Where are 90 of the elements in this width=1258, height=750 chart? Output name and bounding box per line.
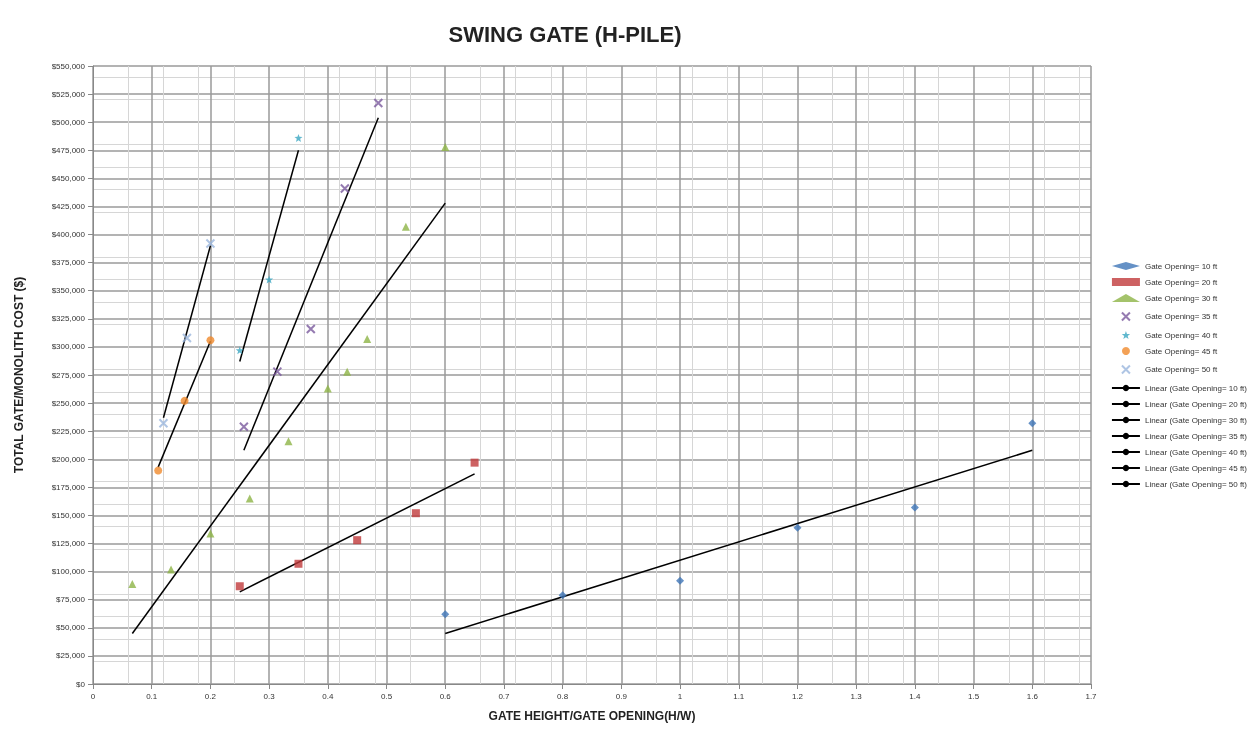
y-tick-label: $175,000 xyxy=(51,482,86,492)
x-tick-label: 0.2 xyxy=(204,691,217,701)
y-tick-label: $275,000 xyxy=(51,370,86,380)
point xyxy=(205,238,216,249)
y-tick-label: $300,000 xyxy=(51,342,86,352)
point xyxy=(441,610,450,619)
x-tick-label: 0.7 xyxy=(498,691,511,701)
y-tick-label: $325,000 xyxy=(51,314,86,324)
point xyxy=(272,366,283,377)
x-tick-label: 0.3 xyxy=(263,691,276,701)
y-tick-label: $25,000 xyxy=(56,651,86,661)
x-tick-label: 0.8 xyxy=(557,691,569,701)
legend-label: Gate Opening= 10 ft xyxy=(1144,261,1218,271)
point xyxy=(1028,419,1037,428)
y-axis-title: TOTAL GATE/MONOLITH COST ($) xyxy=(12,276,26,474)
x-tick-label: 1.2 xyxy=(791,691,804,701)
legend-label: Gate Opening= 40 ft xyxy=(1144,330,1218,340)
y-tick-label: $350,000 xyxy=(51,286,86,296)
y-tick-label: $450,000 xyxy=(51,173,86,183)
legend-label: Gate Opening= 20 ft xyxy=(1144,277,1218,287)
x-tick-label: 1.1 xyxy=(733,691,745,701)
y-tick-label: $150,000 xyxy=(51,510,86,520)
legend-label: Linear (Gate Opening= 45 ft) xyxy=(1144,463,1248,473)
y-tick-label: $525,000 xyxy=(51,89,86,99)
point xyxy=(238,421,249,432)
x-tick-label: 1.7 xyxy=(1085,691,1098,701)
legend-label: Linear (Gate Opening= 30 ft) xyxy=(1144,415,1248,425)
x-tick-label: 1.4 xyxy=(909,691,921,701)
legend-label: Gate Opening= 45 ft xyxy=(1144,346,1218,356)
point xyxy=(158,418,169,429)
y-tick-label: $100,000 xyxy=(51,567,86,577)
point xyxy=(339,183,350,194)
x-axis-title: GATE HEIGHT/GATE OPENING(H/W) xyxy=(488,709,696,723)
legend-label: Gate Opening= 30 ft xyxy=(1144,293,1218,303)
y-tick-label: $425,000 xyxy=(51,201,86,211)
point xyxy=(180,396,189,405)
point xyxy=(910,503,919,512)
chart-title: SWING GATE (H-PILE) xyxy=(448,21,682,47)
x-tick-label: 1.6 xyxy=(1026,691,1039,701)
point xyxy=(235,346,244,355)
point xyxy=(793,523,802,532)
point xyxy=(353,536,362,545)
point xyxy=(245,494,254,503)
x-tick-label: 0 xyxy=(90,691,96,701)
legend-label: Linear (Gate Opening= 50 ft) xyxy=(1144,479,1248,489)
point xyxy=(128,580,137,588)
point xyxy=(206,336,215,345)
point xyxy=(558,591,567,600)
point xyxy=(411,509,420,518)
y-tick-label: $400,000 xyxy=(51,230,86,240)
point xyxy=(181,332,192,343)
x-tick-label: 0.4 xyxy=(322,691,334,701)
point xyxy=(305,323,316,334)
x-tick-label: 0.6 xyxy=(439,691,452,701)
point xyxy=(343,367,352,376)
legend-label: Gate Opening= 50 ft xyxy=(1144,365,1218,374)
point xyxy=(235,582,244,591)
y-tick-label: $550,000 xyxy=(51,61,86,71)
point xyxy=(363,335,372,344)
x-tick-label: 0.9 xyxy=(615,691,628,701)
legend-label: Gate Opening= 35 ft xyxy=(1144,312,1218,321)
y-tick-label: $250,000 xyxy=(51,398,86,408)
legend-label: Linear (Gate Opening= 20 ft) xyxy=(1144,399,1248,409)
point xyxy=(676,576,685,585)
point xyxy=(284,437,293,446)
legend-label: Linear (Gate Opening= 35 ft) xyxy=(1144,431,1248,441)
y-tick-label: $475,000 xyxy=(51,145,86,155)
y-tick-label: $375,000 xyxy=(51,258,86,268)
y-tick-label: $200,000 xyxy=(51,454,86,464)
legend-label: Linear (Gate Opening= 10 ft) xyxy=(1144,383,1248,393)
y-tick-label: $75,000 xyxy=(56,595,86,605)
point xyxy=(265,275,274,284)
point xyxy=(294,133,303,142)
point xyxy=(470,458,479,467)
point xyxy=(401,222,410,231)
x-tick-label: 1.3 xyxy=(850,691,863,701)
y-tick-label: $0 xyxy=(76,679,86,689)
x-tick-label: 0.5 xyxy=(380,691,393,701)
x-tick-label: 1 xyxy=(677,691,683,701)
legend-label: Linear (Gate Opening= 40 ft) xyxy=(1144,447,1248,457)
y-tick-label: $50,000 xyxy=(56,623,86,633)
x-tick-label: 1.5 xyxy=(968,691,980,701)
point xyxy=(294,559,303,568)
y-tick-label: $500,000 xyxy=(51,117,86,127)
y-tick-label: $225,000 xyxy=(51,426,86,436)
point xyxy=(154,466,163,475)
point xyxy=(373,98,384,109)
x-tick-label: 0.1 xyxy=(146,691,158,701)
y-tick-label: $125,000 xyxy=(51,539,86,549)
point xyxy=(441,142,450,151)
